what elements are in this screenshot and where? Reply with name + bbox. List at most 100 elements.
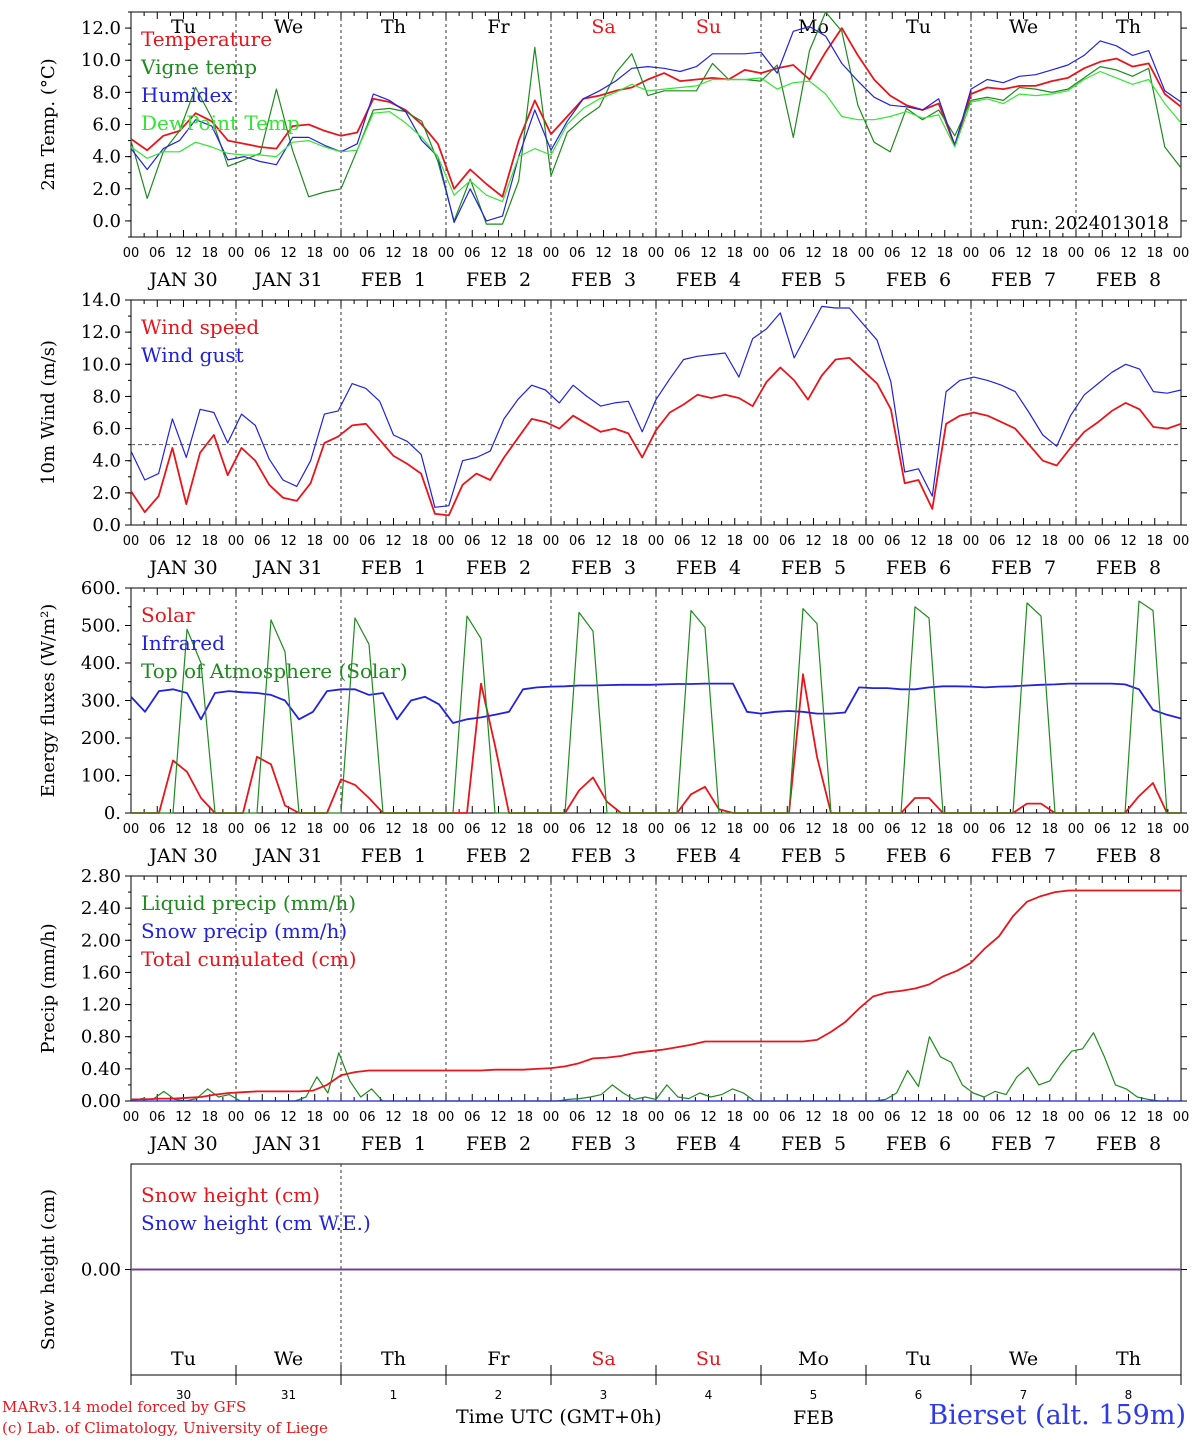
date-label: FEB 1: [361, 269, 426, 291]
hour-tick-label: 00: [543, 246, 560, 261]
hour-tick-label: 12: [175, 822, 192, 837]
hour-tick-label: 12: [490, 246, 507, 261]
hour-tick-label: 18: [516, 246, 533, 261]
lab-credit: (c) Lab. of Climatology, University of L…: [2, 1419, 328, 1437]
hour-tick-label: 12: [700, 246, 717, 261]
date-label: FEB 4: [676, 845, 741, 867]
hour-tick-label: 18: [726, 822, 743, 837]
hour-tick-label: 00: [648, 534, 665, 549]
date-label: FEB 8: [1096, 845, 1161, 867]
hour-tick-label: 18: [1146, 1110, 1163, 1125]
date-label: FEB 3: [571, 269, 636, 291]
series-line-humidex: [130, 25, 1182, 224]
y-tick-label: 12.0: [81, 18, 121, 39]
date-label: FEB 6: [886, 845, 951, 867]
y-tick-label: 8.0: [92, 386, 121, 407]
month-label: FEB: [793, 1407, 834, 1429]
day-of-week-label: Mo: [798, 1348, 829, 1370]
date-label: FEB 6: [886, 557, 951, 579]
hour-tick-label: 18: [201, 1110, 218, 1125]
y-tick-label: 0.0: [92, 211, 121, 232]
hour-tick-label: 12: [910, 534, 927, 549]
hour-tick-label: 06: [359, 246, 376, 261]
y-tick-label: 0.: [104, 803, 121, 824]
date-label: JAN 30: [147, 557, 217, 579]
legend-entry: Top of Atmosphere (Solar): [141, 659, 408, 683]
y-tick-label: 2.80: [81, 866, 121, 887]
date-label: JAN 31: [252, 269, 322, 291]
day-of-week-label: Su: [696, 16, 721, 38]
hour-tick-label: 06: [149, 1110, 166, 1125]
hour-tick-label: 06: [1094, 822, 1111, 837]
y-tick-label: 8.0: [92, 82, 121, 103]
hour-tick-label: 06: [569, 822, 586, 837]
hour-tick-label: 00: [858, 1110, 875, 1125]
y-tick-label: 100.: [81, 766, 121, 787]
date-label: FEB 2: [466, 845, 531, 867]
hour-tick-label: 06: [254, 822, 271, 837]
day-number-label: 8: [1125, 1388, 1133, 1402]
y-tick-label: 2.0: [92, 483, 121, 504]
hour-tick-label: 00: [333, 246, 350, 261]
hour-tick-label: 00: [123, 1110, 140, 1125]
y-tick-label: 400.: [81, 653, 121, 674]
y-axis-title: 2m Temp. (°C): [38, 58, 59, 190]
hour-tick-label: 00: [648, 246, 665, 261]
series-line-dewpoint-temp: [130, 70, 1182, 203]
y-tick-label: 2.40: [81, 898, 121, 919]
hour-tick-label: 12: [805, 1110, 822, 1125]
day-of-week-label: We: [1009, 16, 1038, 38]
legend-entry: DewPoint Temp: [141, 111, 300, 135]
hour-tick-label: 18: [936, 1110, 953, 1125]
hour-tick-label: 06: [674, 246, 691, 261]
y-tick-label: 12.0: [81, 322, 121, 343]
y-tick-label: 1.20: [81, 995, 121, 1016]
y-tick-label: 2.00: [81, 930, 121, 951]
hour-tick-label: 00: [123, 534, 140, 549]
hour-tick-label: 12: [595, 822, 612, 837]
hour-tick-label: 06: [464, 246, 481, 261]
hour-tick-label: 00: [1068, 534, 1085, 549]
hour-tick-label: 18: [1041, 534, 1058, 549]
hour-tick-label: 18: [1041, 822, 1058, 837]
hour-tick-label: 12: [385, 246, 402, 261]
hour-tick-label: 00: [333, 822, 350, 837]
hour-tick-label: 18: [621, 246, 638, 261]
day-number-label: 4: [705, 1388, 713, 1402]
date-label: JAN 31: [252, 1133, 322, 1155]
day-number-label: 1: [390, 1388, 398, 1402]
y-tick-label: 6.0: [92, 115, 121, 136]
legend-entry: Infrared: [141, 631, 225, 655]
hour-tick-label: 06: [1094, 1110, 1111, 1125]
date-label: FEB 4: [676, 1133, 741, 1155]
hour-tick-label: 06: [884, 246, 901, 261]
hour-tick-label: 00: [753, 1110, 770, 1125]
hour-tick-label: 12: [175, 534, 192, 549]
hour-tick-label: 00: [1068, 1110, 1085, 1125]
hour-tick-label: 12: [1015, 534, 1032, 549]
day-of-week-label: We: [1009, 1348, 1038, 1370]
y-tick-label: 4.0: [92, 147, 121, 168]
hour-tick-label: 12: [490, 822, 507, 837]
day-number-label: 6: [915, 1388, 923, 1402]
hour-tick-label: 06: [254, 534, 271, 549]
day-of-week-label: Th: [381, 1348, 406, 1370]
hour-tick-label: 18: [306, 822, 323, 837]
hour-tick-label: 12: [1015, 822, 1032, 837]
hour-tick-label: 00: [1173, 534, 1190, 549]
hour-tick-label: 06: [884, 534, 901, 549]
date-label: FEB 8: [1096, 557, 1161, 579]
hour-tick-label: 00: [228, 246, 245, 261]
hour-tick-label: 12: [175, 1110, 192, 1125]
hour-tick-label: 18: [201, 534, 218, 549]
hour-tick-label: 12: [1120, 534, 1137, 549]
hour-tick-label: 06: [1094, 534, 1111, 549]
legend-entry: Vigne temp: [140, 55, 257, 79]
hour-tick-label: 18: [516, 822, 533, 837]
hour-tick-label: 18: [1041, 246, 1058, 261]
hour-tick-label: 00: [438, 246, 455, 261]
hour-tick-label: 06: [254, 1110, 271, 1125]
hour-tick-label: 18: [306, 534, 323, 549]
hour-tick-label: 12: [1120, 1110, 1137, 1125]
